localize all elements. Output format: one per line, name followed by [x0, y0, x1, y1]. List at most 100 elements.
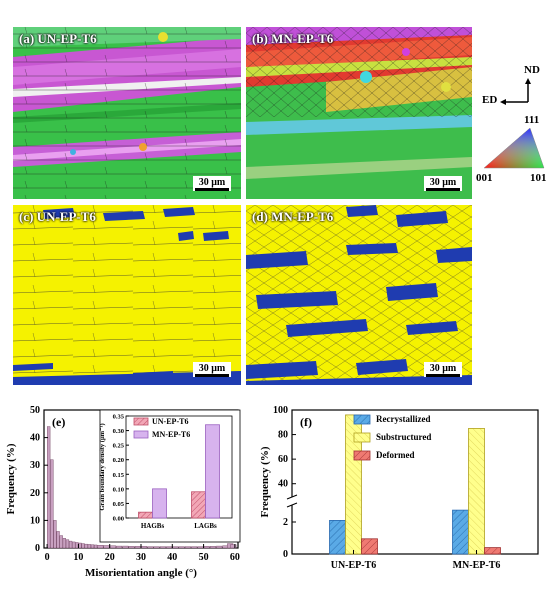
- legend-label: Recrystallized: [376, 414, 430, 424]
- inset-y-tick-label: 0.10: [113, 486, 124, 493]
- scale-bar-a: 30 μm: [193, 176, 231, 191]
- histogram-bar: [216, 545, 223, 549]
- inset-bar: [152, 488, 167, 519]
- x-tick-label: 40: [167, 552, 177, 563]
- panel-label-f: (f): [300, 415, 312, 429]
- panel-label-c: (c) UN-EP-T6: [19, 209, 96, 224]
- panel-label-b: (b) MN-EP-T6: [252, 31, 334, 46]
- histogram-bar: [230, 544, 237, 549]
- legend-swatch: [353, 432, 371, 443]
- axis-break-mark: [286, 494, 298, 500]
- x-tick-label: 30: [136, 552, 146, 563]
- histogram-bar: [166, 546, 173, 549]
- y-axis-label: Frequency (%): [259, 446, 271, 517]
- histogram-bar: [116, 545, 123, 549]
- histogram-bar: [103, 545, 110, 549]
- inset-y-tick-label: 0.05: [113, 501, 125, 508]
- histogram-bar: [47, 426, 51, 549]
- nd-label: ND: [524, 64, 540, 76]
- histogram-bar: [81, 543, 85, 549]
- histogram-bar: [141, 546, 148, 549]
- histogram-bar: [109, 545, 116, 549]
- x-axis-label: Misorientation angle (°): [85, 567, 197, 579]
- histogram-bar: [159, 546, 166, 549]
- histogram-bar: [128, 546, 135, 549]
- histogram-bar: [65, 539, 70, 549]
- ipf-color-key: 111 001 101: [476, 112, 550, 192]
- inset-legend-label: UN-EP-T6: [152, 417, 188, 426]
- inset-y-tick-label: 0.25: [113, 443, 125, 450]
- ipf-label-111: 111: [524, 114, 540, 126]
- y-tick-label: 0: [35, 543, 40, 554]
- scale-bar-label: 30 μm: [198, 363, 226, 374]
- bar: [468, 428, 485, 555]
- histogram-bar: [68, 540, 73, 549]
- y-tick-label: 60: [278, 454, 288, 465]
- scale-bar-b: 30 μm: [424, 176, 462, 191]
- histogram-bar: [50, 459, 54, 549]
- histogram-bar: [147, 546, 154, 549]
- scale-bar-label: 30 μm: [198, 177, 226, 188]
- inset-y-axis-label: Grain boundary density (μm⁻¹): [99, 423, 106, 510]
- histogram-bar: [87, 544, 91, 549]
- histogram-bar: [197, 546, 204, 549]
- ed-label: ED: [482, 94, 498, 106]
- sample-axes-indicator: ND ED: [482, 64, 548, 128]
- x-tick-label: 50: [199, 552, 209, 563]
- bar: [329, 520, 346, 555]
- histogram-bar: [191, 546, 198, 549]
- histogram-bar: [134, 546, 141, 549]
- inset-legend-swatch: [133, 417, 149, 426]
- inset-y-tick-label: 0.30: [113, 428, 124, 435]
- scale-bar-label: 30 μm: [429, 363, 457, 374]
- ipf-map-a: (a) UN-EP-T6 30 μm: [13, 27, 241, 199]
- y-tick-label: 10: [30, 515, 40, 526]
- y-tick-label: 30: [30, 460, 40, 471]
- x-tick-label: 10: [73, 552, 83, 563]
- inset-bar: [138, 511, 153, 519]
- y-tick-label: 40: [30, 433, 40, 444]
- inset-bar: [205, 424, 220, 519]
- inset-legend-swatch: [133, 430, 149, 439]
- inset-y-tick-label: 0.15: [113, 472, 125, 479]
- legend-swatch: [353, 414, 371, 425]
- histogram-bar: [203, 546, 210, 549]
- bar: [484, 547, 501, 555]
- histogram-bar: [78, 542, 82, 549]
- histogram-bar: [94, 544, 98, 549]
- axis-break-mark: [286, 502, 298, 508]
- bar: [452, 509, 469, 555]
- y-tick-label: 50: [30, 405, 40, 416]
- y-tick-label: 2: [283, 517, 288, 528]
- x-tick-label: 0: [45, 552, 50, 563]
- panel-label-e: (e): [52, 415, 65, 429]
- y-tick-label: 20: [30, 488, 40, 499]
- inset-bar: [191, 491, 206, 519]
- recrystallization-map-c: (c) UN-EP-T6 30 μm: [13, 205, 241, 385]
- legend-swatch: [353, 450, 371, 461]
- ipf-label-001: 001: [476, 172, 493, 184]
- bar: [361, 538, 378, 555]
- x-tick-label: 20: [105, 552, 115, 563]
- y-tick-label: 80: [278, 430, 288, 441]
- inset-x-tick-label: LAGBs: [194, 522, 217, 530]
- scale-bar-label: 30 μm: [429, 177, 457, 188]
- x-tick-label: MN-EP-T6: [453, 560, 501, 571]
- histogram-bar: [59, 535, 63, 549]
- histogram-bar: [56, 531, 60, 549]
- histogram-bar: [184, 546, 191, 549]
- scale-bar-d: 30 μm: [424, 362, 462, 377]
- x-tick-label: 60: [230, 552, 240, 563]
- histogram-bar: [62, 538, 66, 549]
- inset-x-tick-label: HAGBs: [141, 522, 165, 530]
- histogram-bar: [72, 541, 76, 549]
- y-tick-label: 40: [278, 479, 288, 490]
- inset-y-tick-label: 0.20: [113, 457, 124, 464]
- inset-legend-label: MN-EP-T6: [152, 430, 190, 439]
- recrystallization-map-d: (d) MN-EP-T6 30 μm: [246, 205, 472, 385]
- legend-label: Deformed: [376, 450, 414, 460]
- y-axis-label: Frequency (%): [5, 443, 17, 514]
- histogram-bar: [172, 546, 179, 549]
- histogram-bar: [97, 545, 104, 549]
